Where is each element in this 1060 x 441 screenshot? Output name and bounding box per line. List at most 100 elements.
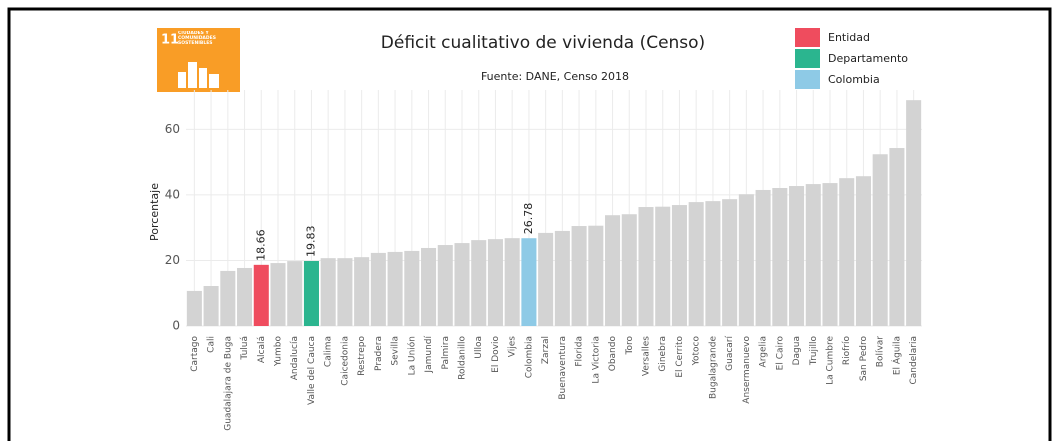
bar: [705, 201, 721, 326]
bar: [421, 247, 437, 326]
bar: [755, 189, 771, 326]
bar: [839, 178, 855, 326]
x-tick-label: Buenaventura: [558, 336, 568, 400]
chart-title: Déficit cualitativo de vivienda (Censo): [381, 33, 705, 53]
bar: [354, 257, 370, 326]
x-tick-label: Bolívar: [876, 336, 886, 368]
x-tick-label: Cartago: [190, 336, 200, 372]
x-tick-label: Guadalajara de Buga: [223, 336, 233, 431]
bar: [688, 202, 704, 326]
x-tick-label: Toro: [625, 336, 635, 356]
x-tick-label: Bugalagrande: [708, 336, 718, 399]
y-tick-label: 60: [165, 122, 180, 136]
x-tick-label: El Dovio: [491, 336, 501, 373]
legend-label: Departamento: [828, 52, 908, 65]
bar: [822, 183, 838, 326]
logo-icon: [178, 62, 219, 88]
value-label: 19.83: [304, 226, 317, 258]
x-tick-label: Ginebra: [658, 336, 668, 372]
bar: [889, 148, 905, 326]
bar: [253, 264, 269, 326]
x-tick-label: La Cumbre: [826, 336, 836, 385]
bar: [554, 230, 570, 326]
x-tick-label: Florida: [575, 336, 585, 367]
x-tick-label: Caicedonia: [340, 336, 350, 386]
x-tick-label: Versalles: [642, 336, 652, 376]
bar: [588, 225, 604, 326]
x-tick-label: El Águila: [890, 336, 902, 375]
x-tick-label: Trujillo: [809, 336, 819, 367]
x-tick-label: Jamundí: [424, 336, 434, 374]
bar: [287, 261, 303, 326]
y-tick-label: 40: [165, 187, 180, 201]
y-tick-label: 0: [172, 319, 180, 333]
bar: [872, 154, 888, 326]
bar: [805, 184, 821, 326]
bar: [789, 186, 805, 326]
bar: [621, 214, 637, 326]
bar: [487, 239, 503, 326]
bar: [270, 263, 286, 326]
x-tick-label: San Pedro: [859, 336, 869, 382]
legend-swatch: [795, 49, 820, 68]
legend-swatch: [795, 70, 820, 89]
x-tick-label: Yumbo: [274, 336, 284, 368]
y-axis-label: Porcentaje: [148, 183, 161, 241]
bar: [671, 205, 687, 326]
x-tick-label: Colombia: [524, 336, 534, 378]
bar: [722, 199, 738, 326]
logo-text: CIUDADES Y COMUNIDADES SOSTENIBLES: [178, 31, 216, 46]
bar: [186, 290, 202, 326]
logo-number: 11: [161, 33, 179, 48]
bar: [220, 270, 236, 326]
bar: [337, 258, 353, 326]
sdg-logo: [157, 28, 240, 92]
x-tick-label: Palmira: [441, 336, 451, 370]
x-tick-label: Calima: [324, 336, 334, 367]
x-tick-label: El Cairo: [775, 336, 785, 371]
x-tick-label: Cali: [207, 336, 217, 353]
bar: [237, 267, 253, 326]
bar: [738, 194, 754, 326]
bar: [454, 243, 470, 326]
x-tick-label: Argelia: [759, 336, 769, 367]
bar: [471, 240, 487, 326]
x-tick-label: Tuluá: [240, 336, 250, 361]
x-tick-label: Andalucía: [290, 336, 300, 380]
x-tick-label: Vijes: [508, 336, 518, 357]
x-tick-label: Obando: [608, 336, 618, 372]
x-tick-label: Ansermanuevo: [742, 336, 752, 404]
x-tick-label: Valle del Cauca: [307, 336, 317, 405]
bar: [605, 215, 621, 326]
bar: [906, 100, 922, 327]
legend-label: Colombia: [828, 73, 880, 86]
x-tick-label: Guacarí: [725, 336, 735, 371]
bar: [203, 286, 219, 326]
x-tick-label: Zarzal: [541, 336, 551, 364]
x-tick-label: La Unión: [406, 336, 417, 375]
bar: [521, 238, 537, 326]
bar: [655, 206, 671, 326]
x-tick-label: Sevilla: [391, 336, 401, 366]
bar: [370, 252, 386, 326]
x-tick-label: Alcalá: [257, 336, 267, 363]
bar: [538, 232, 554, 326]
y-tick-label: 20: [165, 253, 180, 267]
x-tick-label: Ulloa: [474, 336, 484, 359]
x-tick-label: La Victoria: [591, 336, 601, 384]
bar: [320, 258, 336, 326]
frame: [7, 7, 1052, 441]
x-tick-label: Dagua: [792, 336, 802, 365]
x-tick-label: Yotoco: [692, 336, 702, 367]
bar: [772, 188, 788, 326]
bar: [504, 238, 520, 326]
bar: [571, 226, 587, 326]
x-tick-label: Riofrío: [842, 336, 852, 366]
x-tick-label: Restrepo: [357, 336, 367, 376]
legend-label: Entidad: [828, 31, 870, 44]
bar: [437, 245, 453, 326]
bar: [387, 251, 403, 326]
value-label: 26.78: [522, 203, 535, 235]
x-tick-label: Pradera: [374, 336, 384, 371]
value-label: 18.66: [254, 229, 267, 261]
